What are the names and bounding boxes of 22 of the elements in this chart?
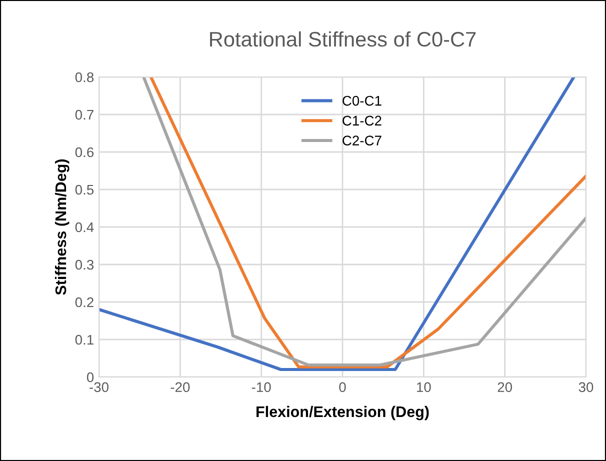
x-tick-label: 30 bbox=[578, 382, 594, 392]
chart-title: Rotational Stiffness of C0-C7 bbox=[210, 31, 476, 47]
x-tick-label: 10 bbox=[417, 382, 431, 392]
y-tick-label: 0.5 bbox=[75, 184, 94, 195]
legend-label: C1-C2 bbox=[342, 116, 382, 126]
y-tick-label: 0.8 bbox=[75, 72, 94, 82]
x-tick-label: 0 bbox=[339, 382, 346, 392]
y-tick-label: 0.1 bbox=[75, 334, 94, 345]
y-tick-label: 0.3 bbox=[75, 260, 94, 270]
legend-label: C0-C1 bbox=[342, 96, 382, 106]
x-axis-title: Flexion/Extension (Deg) bbox=[256, 406, 429, 420]
y-axis-title: Stiffness (Nm/Deg) bbox=[54, 159, 70, 295]
y-tick-label: 0 bbox=[86, 372, 94, 382]
y-tick-label: 0.4 bbox=[75, 222, 94, 232]
x-tick-label: -30 bbox=[90, 382, 108, 392]
x-tick-label: 20 bbox=[498, 382, 512, 392]
legend-label: C2-C7 bbox=[342, 136, 382, 146]
y-tick-label: 0.6 bbox=[75, 147, 94, 158]
x-tick-label: -10 bbox=[252, 382, 271, 392]
y-tick-label: 0.7 bbox=[75, 110, 94, 120]
x-tick-label: -20 bbox=[170, 382, 190, 392]
y-tick-label: 0.2 bbox=[75, 297, 94, 308]
